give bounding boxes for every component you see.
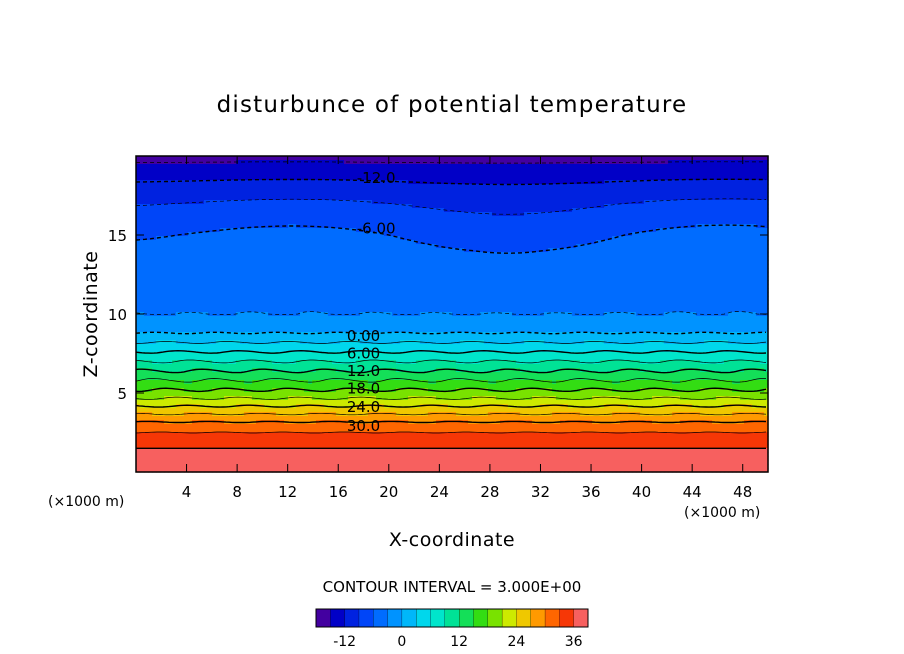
contour-line xyxy=(136,161,766,164)
colorbar-ticks: -12 0 12 24 36 xyxy=(333,634,582,650)
colorbar-tick-label: 36 xyxy=(565,634,583,650)
x-tick-label: 44 xyxy=(683,483,702,501)
contour-line xyxy=(136,341,767,344)
colorbar: -12 0 12 24 36 xyxy=(315,608,589,650)
contour-line xyxy=(135,420,767,424)
y-axis-label: Z-coordinate xyxy=(80,251,102,378)
x-tick-label: 8 xyxy=(232,483,242,501)
x-tick-label: 16 xyxy=(329,483,348,501)
colorbar-cell xyxy=(444,608,460,628)
contour-line xyxy=(135,431,767,434)
x-tick-label: 28 xyxy=(480,483,499,501)
colorbar-cell xyxy=(559,608,575,628)
contour-lines xyxy=(135,161,767,449)
contour-label: 6.00 xyxy=(347,345,380,363)
y-tick-label: 5 xyxy=(117,385,127,403)
x-tick-label: 4 xyxy=(182,483,192,501)
y-axis-ticks: 5 10 15 xyxy=(108,227,768,403)
chart-title: disturbunce of potential temperature xyxy=(217,92,688,118)
colorbar-cell xyxy=(544,608,560,628)
colorbar-cell xyxy=(401,608,417,628)
contour-label: 24.0 xyxy=(347,398,380,416)
colorbar-cells xyxy=(315,608,589,628)
x-tick-label: 12 xyxy=(278,483,297,501)
colorbar-cell xyxy=(430,608,446,628)
contour-label: -6.00 xyxy=(357,220,396,238)
colorbar-cell xyxy=(330,608,346,628)
contour-line xyxy=(136,412,767,416)
contour-label: -12.0 xyxy=(357,169,396,187)
colorbar-cell xyxy=(459,608,474,628)
colorbar-cell xyxy=(501,608,517,628)
contour-line xyxy=(135,224,767,254)
contour-line xyxy=(135,378,767,383)
colorbar-tick-label: 12 xyxy=(450,634,468,650)
contour-label: 12.0 xyxy=(347,362,380,380)
contour-line xyxy=(135,359,767,364)
contour-line xyxy=(135,178,767,186)
contour-label: 30.0 xyxy=(347,417,380,435)
y-tick-label: 10 xyxy=(108,306,127,324)
contour-label: 18.0 xyxy=(347,379,380,397)
x-unit-label-right: (×1000 m) xyxy=(684,505,760,521)
contour-line xyxy=(135,349,767,354)
contour-line xyxy=(135,387,767,393)
colorbar-frame xyxy=(315,608,589,628)
y-tick-label: 15 xyxy=(108,227,127,245)
colorbar-cell xyxy=(358,608,374,628)
x-tick-label: 20 xyxy=(379,483,398,501)
contour-line xyxy=(135,396,767,400)
colorbar-cell xyxy=(344,608,360,628)
contour-line xyxy=(135,311,767,315)
contour-line xyxy=(135,404,767,408)
colorbar-cell xyxy=(487,608,503,628)
x-tick-label: 48 xyxy=(733,483,752,501)
x-tick-label: 40 xyxy=(632,483,651,501)
colorbar-cell xyxy=(373,608,389,628)
x-tick-label: 36 xyxy=(581,483,600,501)
colorbar-cell xyxy=(516,608,532,628)
x-axis-ticks: 4 8 12 16 20 24 28 32 36 40 44 48 xyxy=(182,156,752,501)
colorbar-tick-label: 24 xyxy=(508,634,526,650)
x-axis-label: X-coordinate xyxy=(389,529,515,551)
colorbar-cell xyxy=(315,608,331,628)
contour-line xyxy=(135,198,767,215)
contour-label: 0.00 xyxy=(347,327,380,345)
x-tick-label: 32 xyxy=(531,483,550,501)
x-tick-label: 24 xyxy=(430,483,449,501)
colorbar-tick-label: -12 xyxy=(333,634,356,650)
colorbar-cell xyxy=(387,608,403,628)
colorbar-cell xyxy=(416,608,431,628)
contour-line xyxy=(135,331,766,335)
colorbar-tick-label: 0 xyxy=(397,634,406,650)
contour-line xyxy=(135,368,767,374)
colorbar-cell xyxy=(530,608,546,628)
colorbar-cell xyxy=(473,608,489,628)
colorbar-cell xyxy=(573,608,589,628)
x-unit-label-left: (×1000 m) xyxy=(48,494,124,510)
contour-interval-text: CONTOUR INTERVAL = 3.000E+00 xyxy=(323,578,582,596)
